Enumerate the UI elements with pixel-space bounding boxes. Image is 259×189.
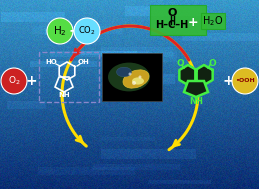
Text: +: + <box>222 74 234 88</box>
Polygon shape <box>179 65 197 85</box>
Circle shape <box>232 68 258 94</box>
Text: NH: NH <box>58 92 70 98</box>
Text: H–C–H: H–C–H <box>155 20 189 30</box>
Circle shape <box>128 73 132 75</box>
Text: OH: OH <box>77 59 89 65</box>
Text: +: + <box>68 24 80 38</box>
Ellipse shape <box>123 70 149 88</box>
Text: O: O <box>176 59 184 67</box>
Text: O: O <box>167 8 177 18</box>
FancyBboxPatch shape <box>201 13 225 29</box>
Text: $\mathsf{O_2}$: $\mathsf{O_2}$ <box>8 75 20 87</box>
Circle shape <box>74 18 100 44</box>
Text: +: + <box>25 74 37 88</box>
Ellipse shape <box>132 77 144 85</box>
Ellipse shape <box>108 63 150 91</box>
Ellipse shape <box>117 67 132 77</box>
Text: •OOH: •OOH <box>235 78 255 84</box>
Text: $\mathsf{H_2O}$: $\mathsf{H_2O}$ <box>202 14 224 28</box>
Circle shape <box>47 18 73 44</box>
Text: $\mathsf{H_2}$: $\mathsf{H_2}$ <box>53 24 67 38</box>
Text: O: O <box>208 59 216 67</box>
FancyBboxPatch shape <box>150 5 206 35</box>
Text: HO: HO <box>45 59 57 65</box>
FancyBboxPatch shape <box>102 53 162 101</box>
Text: $\mathsf{CO_2}$: $\mathsf{CO_2}$ <box>78 25 96 37</box>
Text: NH: NH <box>189 97 203 105</box>
Circle shape <box>139 75 141 78</box>
Polygon shape <box>195 65 213 85</box>
Text: +: + <box>188 15 198 29</box>
Circle shape <box>132 81 136 85</box>
Polygon shape <box>184 81 208 97</box>
Circle shape <box>1 68 27 94</box>
